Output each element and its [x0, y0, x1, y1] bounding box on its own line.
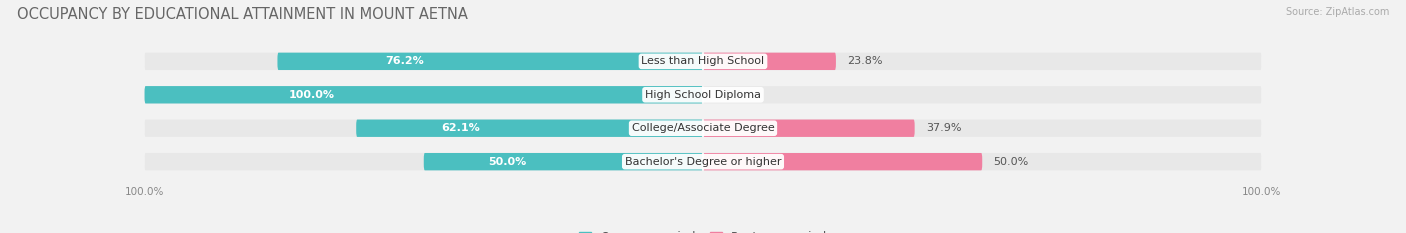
- FancyBboxPatch shape: [703, 120, 1261, 137]
- FancyBboxPatch shape: [703, 86, 1261, 103]
- FancyBboxPatch shape: [277, 53, 703, 70]
- FancyBboxPatch shape: [145, 154, 1261, 170]
- FancyBboxPatch shape: [703, 153, 983, 170]
- FancyBboxPatch shape: [703, 53, 1261, 70]
- FancyBboxPatch shape: [145, 87, 1261, 103]
- FancyBboxPatch shape: [423, 153, 703, 170]
- FancyBboxPatch shape: [145, 120, 1261, 136]
- Text: Bachelor's Degree or higher: Bachelor's Degree or higher: [624, 157, 782, 167]
- FancyBboxPatch shape: [145, 153, 703, 170]
- Text: Source: ZipAtlas.com: Source: ZipAtlas.com: [1285, 7, 1389, 17]
- FancyBboxPatch shape: [356, 120, 703, 137]
- FancyBboxPatch shape: [703, 153, 1261, 170]
- Text: College/Associate Degree: College/Associate Degree: [631, 123, 775, 133]
- Text: OCCUPANCY BY EDUCATIONAL ATTAINMENT IN MOUNT AETNA: OCCUPANCY BY EDUCATIONAL ATTAINMENT IN M…: [17, 7, 468, 22]
- Text: 76.2%: 76.2%: [385, 56, 425, 66]
- Text: 50.0%: 50.0%: [488, 157, 527, 167]
- FancyBboxPatch shape: [145, 120, 703, 137]
- Text: 100.0%: 100.0%: [290, 90, 335, 100]
- FancyBboxPatch shape: [145, 86, 703, 103]
- FancyBboxPatch shape: [145, 53, 703, 70]
- Text: Less than High School: Less than High School: [641, 56, 765, 66]
- Text: 23.8%: 23.8%: [846, 56, 883, 66]
- FancyBboxPatch shape: [145, 53, 1261, 69]
- Text: High School Diploma: High School Diploma: [645, 90, 761, 100]
- FancyBboxPatch shape: [145, 86, 703, 103]
- Legend: Owner-occupied, Renter-occupied: Owner-occupied, Renter-occupied: [574, 226, 832, 233]
- Text: 62.1%: 62.1%: [441, 123, 479, 133]
- Text: 37.9%: 37.9%: [925, 123, 962, 133]
- Text: 0.0%: 0.0%: [714, 90, 742, 100]
- Text: 50.0%: 50.0%: [994, 157, 1029, 167]
- FancyBboxPatch shape: [703, 53, 837, 70]
- FancyBboxPatch shape: [703, 120, 915, 137]
